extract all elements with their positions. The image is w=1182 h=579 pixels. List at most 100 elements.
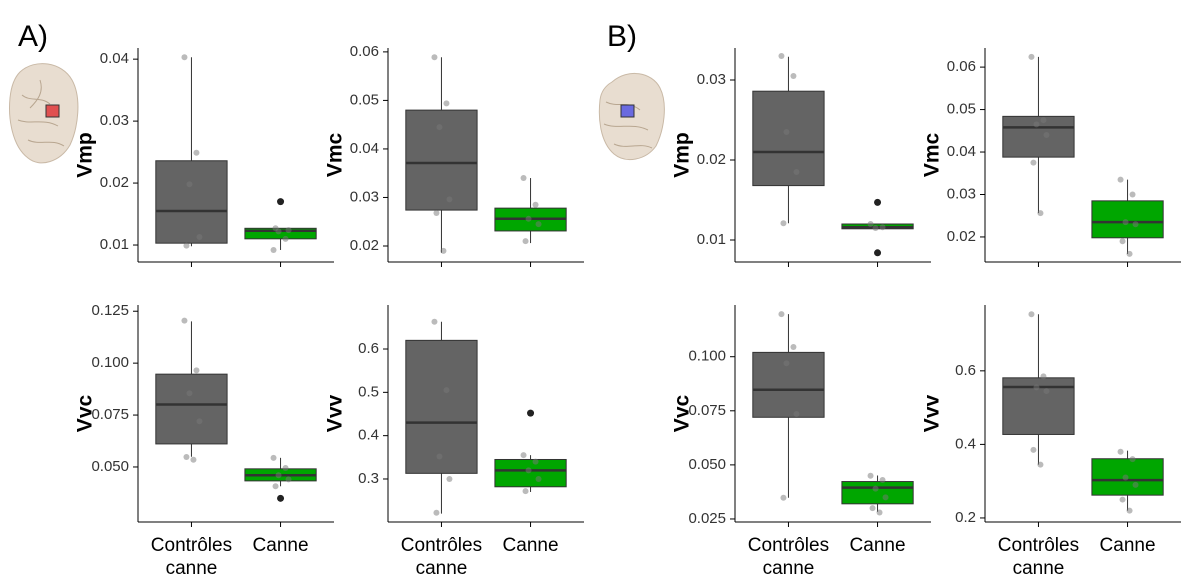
point [270, 454, 277, 461]
point [532, 201, 539, 208]
y-tick-label: 0.03 [947, 185, 976, 202]
point [778, 311, 785, 318]
y-tick-label: 0.02 [947, 228, 976, 245]
point [433, 209, 440, 216]
y-tick-label: 0.4 [358, 427, 379, 444]
point [1028, 53, 1035, 60]
point [431, 318, 438, 325]
y-tick-label: 0.075 [688, 402, 726, 419]
point [869, 505, 876, 512]
y-axis-label: Vvc [671, 395, 694, 433]
point [522, 238, 529, 245]
y-axis-label: Vvv [921, 395, 944, 433]
y-tick-label: 0.03 [350, 188, 379, 205]
point [275, 472, 282, 479]
x-tick-label: Contrôles canne [400, 535, 483, 579]
point [282, 465, 289, 472]
x-tick-label: Canne [849, 535, 906, 556]
point [1126, 507, 1133, 514]
y-tick-label: 0.3 [358, 470, 379, 487]
point [443, 387, 450, 394]
y-axis-label: Vvc [74, 395, 97, 433]
box [841, 481, 914, 505]
outlier [874, 249, 882, 257]
y-tick-label: 0.4 [955, 435, 976, 452]
y-axis-label: Vmc [324, 133, 347, 178]
x-tick-label: Canne [502, 535, 559, 556]
x-tick-label: Contrôles canne [997, 535, 1080, 579]
x-tick-label: Contrôles canne [747, 535, 830, 579]
point [783, 129, 790, 135]
y-tick-label: 0.050 [688, 456, 726, 473]
y-axis-label: Vmp [671, 132, 694, 178]
point [181, 317, 188, 324]
point [1040, 117, 1047, 124]
y-tick-label: 0.125 [91, 302, 129, 319]
point [183, 242, 190, 249]
point [285, 227, 292, 234]
box [494, 458, 567, 488]
point [186, 390, 193, 397]
point [1030, 446, 1037, 453]
point [1122, 474, 1129, 481]
y-tick-label: 0.02 [100, 174, 129, 191]
point [183, 454, 190, 461]
point [1119, 496, 1126, 503]
y-tick-label: 0.06 [350, 43, 379, 60]
y-tick-label: 0.04 [947, 143, 976, 160]
outlier [874, 198, 882, 206]
panel-label: B) [607, 20, 637, 53]
point [1126, 250, 1133, 257]
point [535, 475, 542, 482]
panel-label: A) [18, 20, 48, 53]
x-tick-label: Canne [1099, 535, 1156, 556]
point [1043, 132, 1050, 139]
box [405, 339, 478, 474]
point [436, 453, 443, 460]
point [535, 221, 542, 228]
point [867, 221, 874, 227]
point [1129, 191, 1136, 198]
tissue-thumbnail [9, 63, 79, 164]
y-tick-label: 0.100 [91, 354, 129, 371]
point [193, 367, 200, 374]
y-axis-label: Vmp [74, 132, 97, 178]
point [793, 411, 800, 418]
y-tick-label: 0.06 [947, 58, 976, 75]
y-tick-label: 0.03 [100, 112, 129, 129]
point [1030, 159, 1037, 166]
point [1129, 456, 1136, 463]
point [1132, 481, 1139, 488]
point [780, 220, 787, 227]
y-tick-label: 0.6 [358, 340, 379, 357]
y-axis-label: Vvv [324, 395, 347, 433]
y-tick-label: 0.5 [358, 383, 379, 400]
point [790, 73, 797, 79]
point [431, 54, 438, 61]
point [790, 343, 797, 350]
y-tick-label: 0.03 [697, 71, 726, 88]
x-tick-label: Canne [252, 535, 309, 556]
point [867, 472, 874, 479]
point [443, 100, 450, 107]
point [520, 452, 527, 459]
point [1037, 461, 1044, 468]
point [1117, 448, 1124, 455]
y-tick-label: 0.05 [947, 101, 976, 118]
y-tick-label: 0.6 [955, 362, 976, 379]
point [520, 175, 527, 182]
y-tick-label: 0.02 [350, 237, 379, 254]
point [272, 483, 279, 490]
y-tick-label: 0.02 [697, 151, 726, 168]
point [272, 225, 279, 232]
point [525, 215, 532, 222]
point [778, 53, 785, 59]
point [196, 418, 203, 425]
y-tick-label: 0.100 [688, 348, 726, 365]
y-tick-label: 0.04 [100, 50, 129, 67]
point [1117, 176, 1124, 183]
box [155, 160, 228, 244]
y-tick-label: 0.025 [688, 510, 726, 527]
